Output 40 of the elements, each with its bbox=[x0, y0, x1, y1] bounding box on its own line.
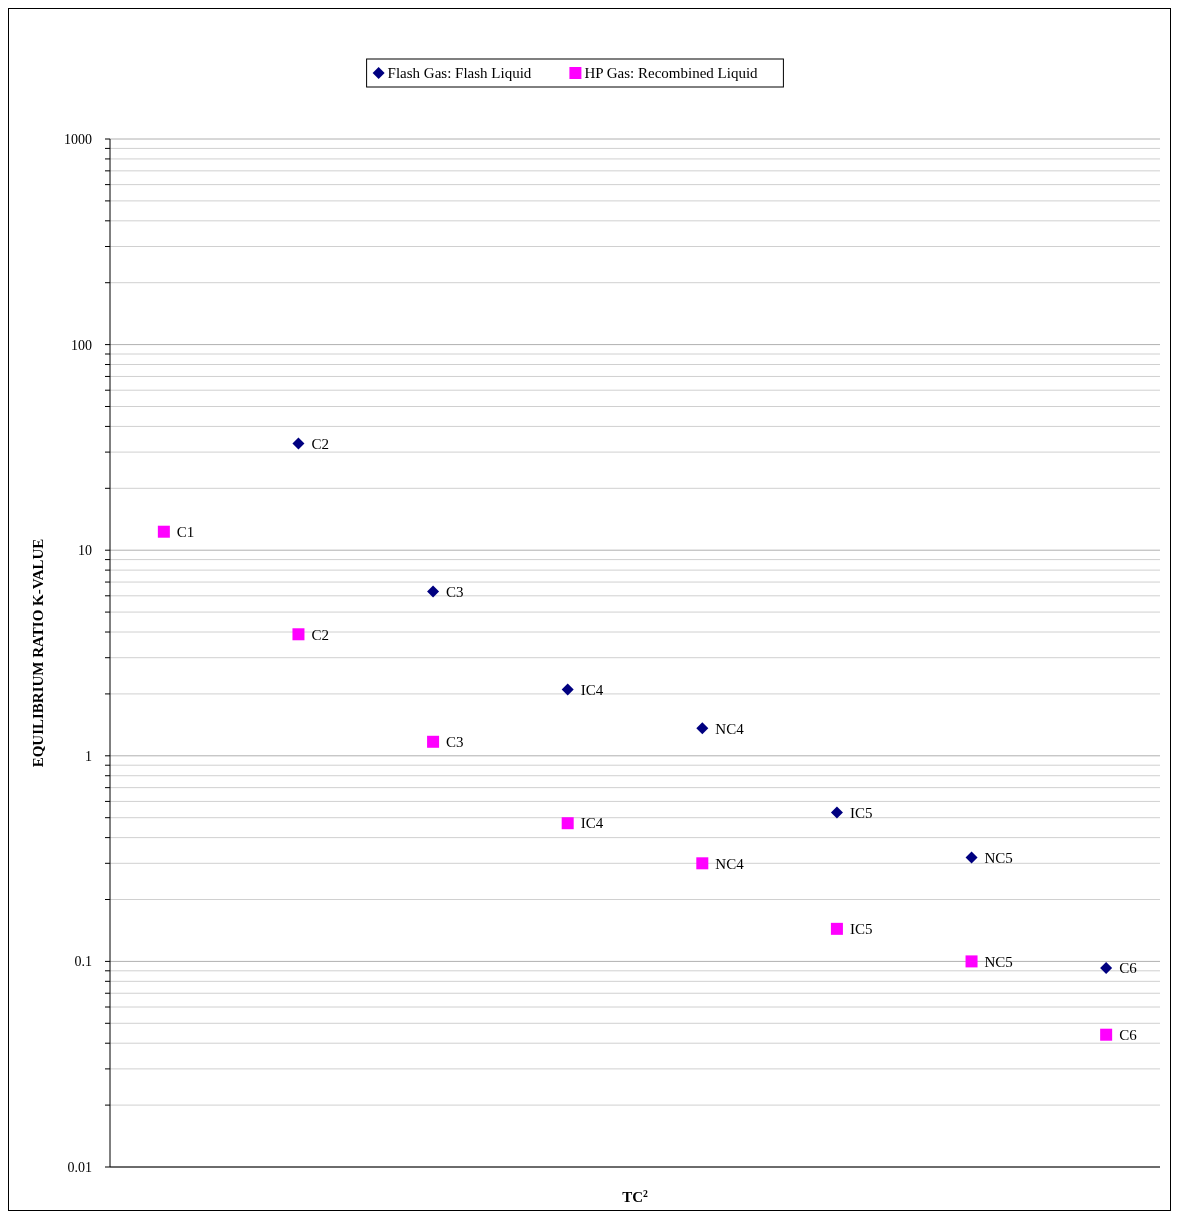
annotation: IC4 bbox=[580, 681, 604, 698]
point bbox=[1100, 961, 1113, 974]
point bbox=[157, 525, 170, 538]
point bbox=[427, 585, 440, 598]
annotation: NC4 bbox=[715, 720, 745, 737]
y-tick-label: 10 bbox=[78, 543, 92, 559]
x-axis-title: TC$^{2}$ bbox=[622, 1187, 648, 1205]
annotation: C3 bbox=[446, 734, 464, 751]
annotation: IC4 bbox=[580, 815, 604, 832]
annotation: NC5 bbox=[984, 849, 1013, 866]
y-tick-label: 1000 bbox=[64, 131, 92, 147]
y-tick-label: 0.01 bbox=[67, 1159, 92, 1175]
annotation: C2 bbox=[311, 435, 329, 452]
annotation: C6 bbox=[1119, 960, 1138, 977]
legend-label: HP Gas: Recombined Liquid bbox=[584, 65, 759, 82]
annotation: IC5 bbox=[849, 804, 873, 821]
point bbox=[427, 735, 440, 748]
annotation: C3 bbox=[446, 583, 464, 600]
point bbox=[561, 817, 574, 830]
point bbox=[830, 922, 843, 935]
point bbox=[1100, 1028, 1113, 1041]
point bbox=[292, 437, 305, 450]
point bbox=[830, 806, 843, 819]
y-axis-title: EQUILIBRIUM RATIO K-VALUE bbox=[30, 538, 46, 768]
y-tick-label: 100 bbox=[71, 337, 92, 353]
point bbox=[696, 857, 709, 870]
annotation: C2 bbox=[311, 626, 329, 643]
point bbox=[292, 628, 305, 641]
y-tick-label: 1 bbox=[85, 748, 92, 764]
point bbox=[965, 851, 978, 864]
annotation: C6 bbox=[1119, 1026, 1138, 1043]
point bbox=[561, 683, 574, 696]
point bbox=[696, 722, 709, 735]
legend-label: Flash Gas: Flash Liquid bbox=[387, 65, 532, 82]
y-tick-label: 0.1 bbox=[74, 954, 92, 970]
point bbox=[965, 955, 978, 968]
annotation: IC5 bbox=[849, 921, 873, 938]
annotation: NC5 bbox=[984, 953, 1013, 970]
annotation: NC4 bbox=[715, 855, 745, 872]
annotation: C1 bbox=[176, 523, 195, 540]
